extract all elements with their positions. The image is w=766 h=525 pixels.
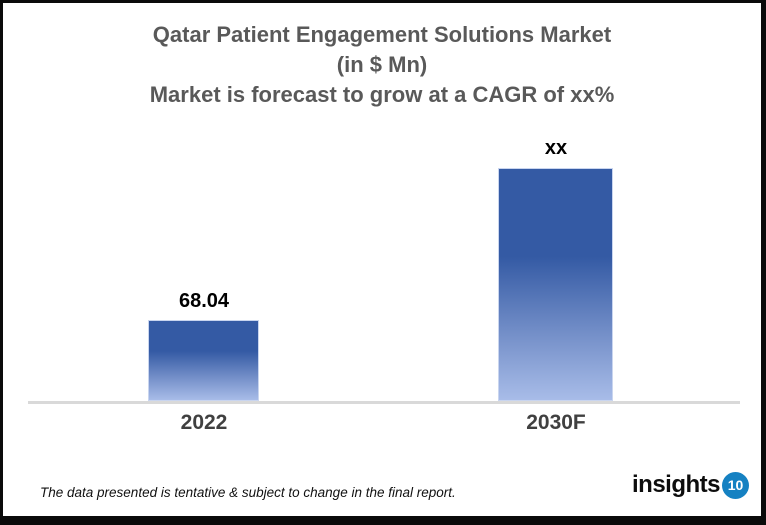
category-label-2030f: 2030F [526,411,586,434]
insights10-logo: insights 10 [632,471,749,499]
chart-title-line2: (in $ Mn) [336,52,428,77]
logo-wordmark: insights [631,471,721,498]
bar-2030f [498,168,613,401]
chart-title-line1: Qatar Patient Engagement Solutions Marke… [152,22,612,47]
value-label-2022: 68.04 [178,290,230,312]
category-label-2022: 2022 [180,411,228,434]
value-label-2030f: xx [544,137,568,159]
logo-number-badge: 10 [722,471,749,499]
bar-2022 [148,320,259,401]
disclaimer-text: The data presented is tentative & subjec… [40,485,456,500]
chart-title: Qatar Patient Engagement Solutions Marke… [3,20,761,110]
plot-area: 68.04 xx 2022 2030F [3,3,761,516]
chart-title-line3: Market is forecast to grow at a CAGR of … [149,82,615,107]
x-axis-line [28,401,740,404]
